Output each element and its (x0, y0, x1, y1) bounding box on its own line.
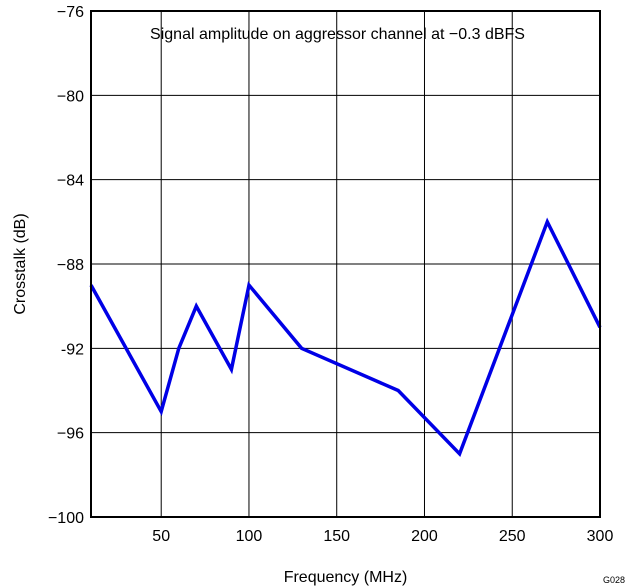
y-tick-label: -92 (61, 341, 84, 358)
x-axis-title: Frequency (MHz) (284, 569, 408, 586)
series-line (89, 217, 602, 457)
y-tick-label: −88 (57, 257, 84, 274)
figure-id: G028 (603, 575, 625, 585)
grid-lines (91, 11, 600, 517)
x-tick-label: 100 (236, 528, 263, 545)
tick-labels: 50 100 150 200 250 300 −100 −96 -92 −88 −84 −80 −76 (48, 4, 613, 545)
y-tick-label: −84 (57, 173, 84, 190)
y-tick-label: −76 (57, 4, 84, 21)
x-tick-label: 50 (152, 528, 170, 545)
x-tick-label: 250 (499, 528, 526, 545)
y-tick-label: −100 (48, 510, 84, 527)
y-tick-label: −80 (57, 88, 84, 105)
series-layer (89, 217, 602, 457)
chart-annotation: Signal amplitude on aggressor channel at… (150, 26, 525, 43)
plot-frame (90, 10, 601, 518)
x-tick-label: 300 (587, 528, 614, 545)
y-axis-title: Crosstalk (dB) (12, 213, 29, 314)
x-tick-label: 200 (411, 528, 438, 545)
y-tick-label: −96 (57, 426, 84, 443)
x-tick-label: 150 (323, 528, 350, 545)
